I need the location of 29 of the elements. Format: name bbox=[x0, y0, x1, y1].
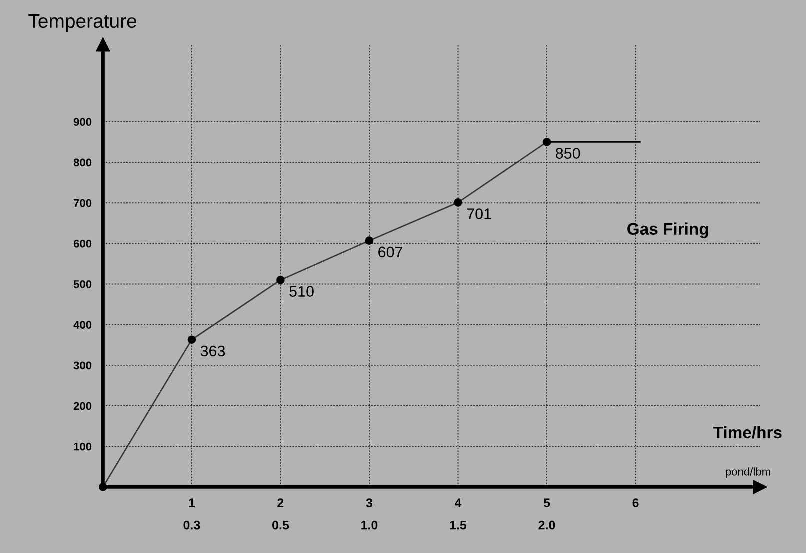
x-tick-label: 6 bbox=[632, 498, 639, 508]
y-tick-label: 500 bbox=[74, 280, 92, 288]
data-label: 850 bbox=[556, 148, 580, 159]
y-tick-label: 300 bbox=[74, 362, 92, 370]
x-tick-label: 3 bbox=[366, 498, 372, 508]
y-axis-title: Temperature bbox=[28, 14, 136, 32]
y-tick-label: 200 bbox=[74, 402, 92, 410]
text: 0.5 bbox=[272, 520, 290, 530]
y-tick-label: 800 bbox=[74, 158, 92, 167]
x-tick-label: 4 bbox=[454, 498, 462, 508]
text: 0.3 bbox=[184, 520, 200, 530]
y-tick-label: 400 bbox=[74, 321, 92, 329]
x-tick-label: 1 bbox=[189, 498, 196, 508]
y-tick-label: 900 bbox=[74, 118, 92, 126]
text: 1.5 bbox=[450, 520, 467, 530]
x-axis-title: Time/hrs bbox=[713, 426, 782, 439]
text: 2.0 bbox=[538, 520, 556, 530]
data-label: 701 bbox=[467, 208, 492, 220]
y-tick-label: 700 bbox=[74, 199, 92, 208]
data-label: 510 bbox=[290, 286, 314, 297]
x-tick-label: 5 bbox=[544, 498, 550, 508]
data-label: 607 bbox=[378, 246, 403, 258]
x-tick-label: 2 bbox=[278, 498, 284, 508]
y-tick-label: 100 bbox=[74, 442, 92, 451]
text: 1.0 bbox=[362, 520, 378, 530]
annotation: Gas Firing bbox=[628, 222, 708, 238]
annotation: pond/lbm bbox=[726, 468, 770, 478]
y-tick-label: 600 bbox=[74, 240, 92, 248]
data-label: 363 bbox=[200, 346, 226, 357]
